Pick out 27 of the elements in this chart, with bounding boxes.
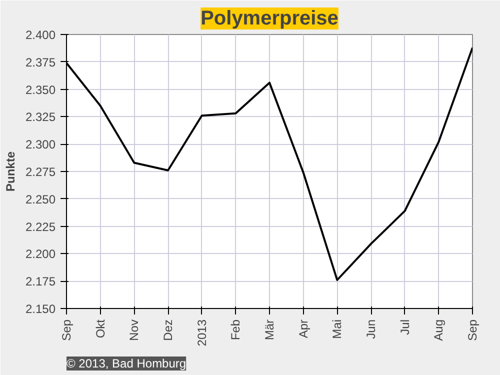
y-tick-label: 2.375 xyxy=(25,55,56,70)
y-tick-label: 2.175 xyxy=(25,274,56,289)
x-tick-label: Mai xyxy=(330,319,344,339)
x-tick-label: Apr xyxy=(296,319,310,338)
y-tick-label: 2.300 xyxy=(25,138,56,152)
text: © 2013, Bad Homburg xyxy=(66,356,186,370)
y-tick-label: 2.225 xyxy=(25,220,56,234)
x-tick-label: Aug xyxy=(432,319,446,341)
y-tick-label: 2.275 xyxy=(25,165,56,179)
chart-title: Polymerpreise xyxy=(200,8,338,30)
y-tick-label: 2.350 xyxy=(25,82,56,97)
x-tick-label: 2013 xyxy=(194,319,209,346)
x-tick-label: Jul xyxy=(398,319,412,335)
x-tick-label: Nov xyxy=(127,319,142,341)
x-tick-label: Sep xyxy=(466,319,480,341)
x-tick-label: Feb xyxy=(228,319,243,340)
y-axis-title: Punkte xyxy=(3,151,18,192)
x-tick-label: Dez xyxy=(161,319,175,341)
y-tick-label: 2.200 xyxy=(25,247,56,262)
y-tick-label: 2.250 xyxy=(25,192,56,206)
y-tick-label: 2.150 xyxy=(25,302,56,316)
x-tick-label: Sep xyxy=(60,319,74,341)
y-tick-label: 2.400 xyxy=(25,28,56,42)
y-tick-label: 2.325 xyxy=(25,110,56,124)
x-tick-label: Jun xyxy=(364,319,378,339)
x-tick-label: Mär xyxy=(262,319,276,340)
x-tick-label: Okt xyxy=(93,318,108,338)
